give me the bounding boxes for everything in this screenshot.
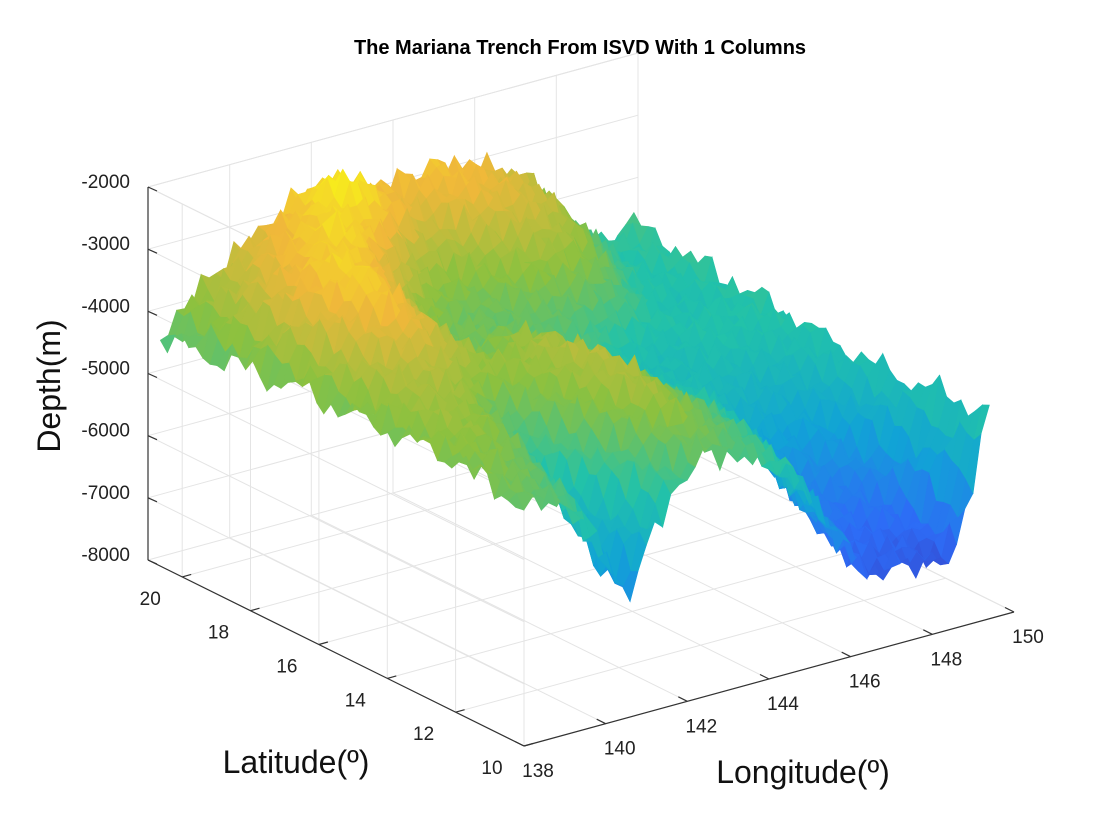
x-tick-mark xyxy=(678,696,688,702)
z-tick-mark xyxy=(147,497,158,503)
x-tick-mark xyxy=(923,629,933,635)
x-tick-label: 138 xyxy=(522,761,554,782)
y-tick-mark xyxy=(182,573,192,578)
axes-lines xyxy=(147,186,1015,747)
grid-line xyxy=(318,510,810,645)
x-tick-mark xyxy=(596,718,606,725)
z-tick-mark xyxy=(147,559,158,565)
z-tick-label: -7000 xyxy=(81,483,130,504)
x-tick-label: 142 xyxy=(685,716,717,737)
y-tick-label: 12 xyxy=(413,724,434,745)
grid-line xyxy=(455,577,946,713)
z-tick-label: -8000 xyxy=(81,545,130,566)
x-tick-label: 144 xyxy=(767,694,799,715)
y-tick-mark xyxy=(250,607,260,612)
y-tick-label: 20 xyxy=(140,589,161,610)
y-tick-mark xyxy=(455,709,465,713)
y-tick-mark xyxy=(387,675,397,679)
y-tick-label: 18 xyxy=(208,623,229,644)
trench-surface xyxy=(159,151,990,603)
surface-patch xyxy=(159,333,176,354)
z-tick-label: -3000 xyxy=(81,234,130,255)
y-tick-label: 14 xyxy=(345,690,367,711)
z-tick-mark xyxy=(147,310,158,316)
z-tick-mark xyxy=(147,186,158,192)
z-tick-label: -2000 xyxy=(81,172,130,193)
grid-line xyxy=(147,373,525,560)
z-axis-label: Depth(m) xyxy=(31,319,67,452)
x-tick-mark xyxy=(514,740,525,747)
z-tick-label: -4000 xyxy=(81,296,130,317)
x-tick-mark xyxy=(1004,606,1015,613)
y-axis-label: Latitude(º) xyxy=(223,744,370,780)
y-axis-line xyxy=(147,559,525,747)
z-tick-mark xyxy=(147,435,158,441)
y-tick-mark xyxy=(318,641,329,646)
x-axis-label: Longitude(º) xyxy=(716,754,890,790)
chart-title: The Mariana Trench From ISVD With 1 Colu… xyxy=(354,37,806,59)
tick-labels: 138 140 142 144 146 148 150 10 12 14 16 18 20 -8000 -7… xyxy=(81,172,1043,782)
x-tick-label: 146 xyxy=(849,672,881,693)
x-tick-label: 150 xyxy=(1012,627,1044,648)
grid-line xyxy=(147,435,525,623)
x-tick-label: 148 xyxy=(930,649,962,670)
grid-line xyxy=(311,514,688,702)
z-tick-label: -5000 xyxy=(81,359,130,380)
y-tick-label: 10 xyxy=(481,758,502,779)
x-tick-mark xyxy=(841,651,851,658)
x-tick-label: 140 xyxy=(604,739,636,760)
grid-line xyxy=(147,52,639,188)
y-tick-mark xyxy=(523,742,534,747)
z-tick-mark xyxy=(147,248,158,254)
y-tick-label: 16 xyxy=(276,657,297,678)
z-tick-mark xyxy=(147,372,158,379)
x-tick-mark xyxy=(759,673,770,680)
z-tick-label: -6000 xyxy=(81,421,130,442)
surface-patch xyxy=(973,404,990,440)
grid-line xyxy=(147,497,525,685)
